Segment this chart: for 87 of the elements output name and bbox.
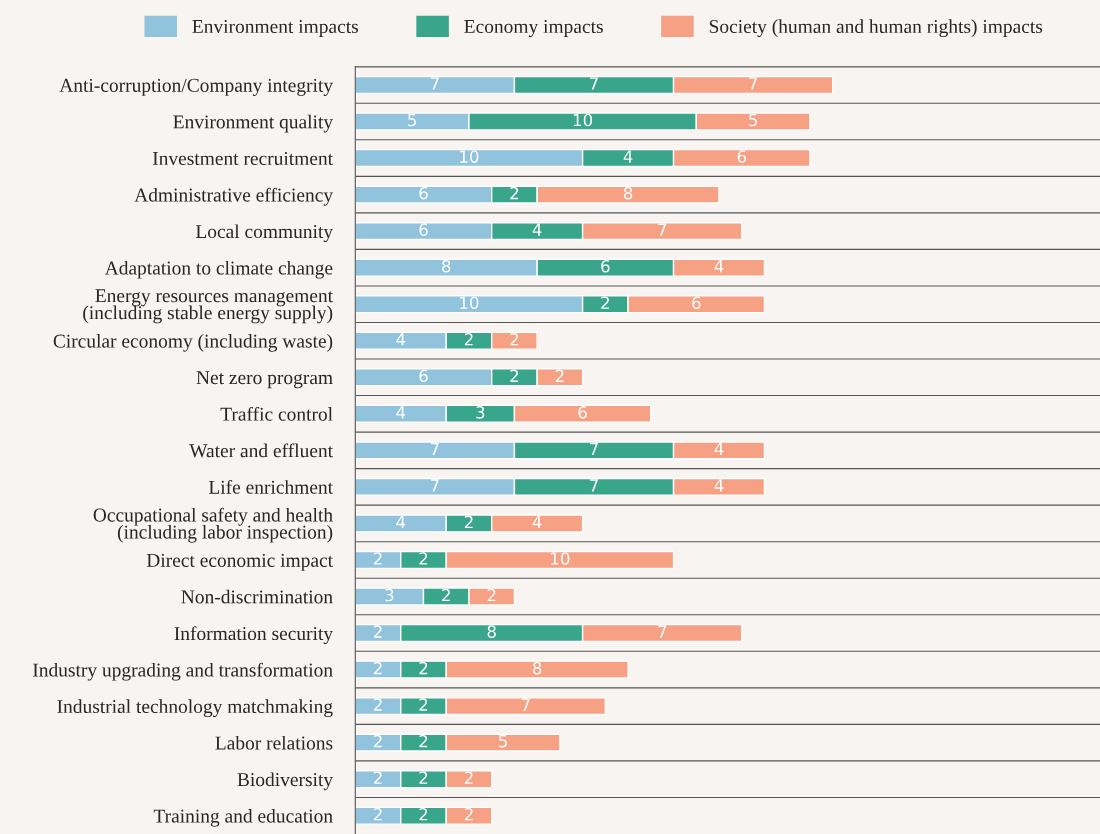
data-label: 8 [442,259,451,273]
data-label: 2 [373,807,382,821]
data-label: 7 [658,223,667,236]
data-label: 6 [419,186,428,200]
data-label: 7 [658,625,667,638]
data-label: 4 [623,150,633,163]
data-label: 2 [373,625,382,638]
data-label: 2 [373,771,382,784]
data-label: 2 [464,807,473,821]
legend-label: Economy impacts [464,19,603,38]
data-label: 8 [623,186,633,200]
data-label: 5 [408,113,416,127]
y-tick-label: Direct economic impact [146,553,333,571]
data-label: 2 [373,734,382,748]
y-tick-label: Environment quality [173,114,333,133]
data-label: 10 [573,113,593,127]
data-label: 7 [430,479,439,492]
data-label: 6 [737,150,746,163]
data-label: 2 [373,552,382,565]
data-label: 5 [499,735,507,748]
data-label: 2 [419,552,428,565]
data-label: 10 [460,296,479,310]
data-label: 2 [442,588,450,602]
data-label: 2 [373,661,382,675]
y-tick-label: Labor relations [215,735,333,750]
y-tick-label: Adaptation to climate change [104,260,333,279]
data-label: 7 [430,77,439,90]
y-tick-label: Occupational safety and health (including labor inspection) [93,507,333,543]
data-label: 7 [521,698,530,711]
y-tick-label: Non-discrimination [181,589,333,604]
y-tick-label: Water and effluent [189,443,333,458]
data-label: 8 [532,661,542,675]
y-tick-label: Biodiversity [237,772,333,791]
data-label: 7 [749,77,757,90]
data-label: 6 [419,223,428,236]
y-tick-label: Training and education [153,808,333,827]
data-label: 2 [510,332,519,346]
y-tick-label: Information security [174,626,333,645]
legend-label: Society (human and human rights) impacts [709,19,1043,38]
y-tick-label: Energy resources management (including stable energy supply) [83,289,333,324]
data-label: 4 [396,333,406,346]
data-label: 4 [714,479,724,492]
data-label: 6 [692,296,701,310]
data-label: 8 [487,625,496,638]
y-tick-label: Administrative efficiency [134,187,333,206]
y-tick-label: Investment recruitment [152,151,333,165]
data-label: 7 [590,77,598,90]
data-label: 2 [487,588,496,602]
data-label: 2 [464,332,473,346]
y-tick-label: Circular economy (including waste) [53,334,333,352]
y-tick-label: Local community [195,224,333,243]
data-label: 7 [590,442,598,455]
y-tick-label: Traffic control [220,406,333,421]
data-label: 4 [396,406,406,419]
data-label: 2 [419,698,428,711]
data-label: 2 [419,734,428,748]
data-label: 2 [464,515,473,529]
data-label: 7 [590,479,598,492]
data-label: 4 [532,223,542,236]
data-label: 2 [510,369,519,382]
y-tick-label: Anti-corruption/Company integrity [59,78,333,96]
y-tick-label: Net zero program [196,371,333,389]
data-label: 2 [419,807,428,821]
data-label: 4 [396,515,406,529]
data-label: 6 [419,369,428,383]
data-label: 10 [551,552,570,565]
data-label: 6 [578,406,587,419]
data-label: 10 [460,150,479,163]
legend-label: Environment impacts [192,19,358,37]
data-label: 4 [532,515,542,529]
data-label: 2 [464,771,473,784]
data-label: 6 [601,259,610,273]
data-label: 5 [749,113,757,127]
y-tick-label: Life enrichment [208,479,333,494]
data-label: 4 [714,260,724,273]
data-label: 3 [385,588,394,602]
data-label: 2 [555,369,564,382]
data-label: 2 [419,771,428,784]
data-label: 3 [476,406,485,419]
y-tick-label: Industrial technology matchmaking [57,699,333,718]
data-label: 2 [601,296,609,309]
data-label: 2 [419,661,428,675]
data-label: 4 [714,442,724,455]
y-tick-label: Industry upgrading and transformation [33,662,333,681]
data-label: 2 [510,186,519,200]
data-label: 7 [430,442,439,455]
data-label: 2 [373,698,382,711]
